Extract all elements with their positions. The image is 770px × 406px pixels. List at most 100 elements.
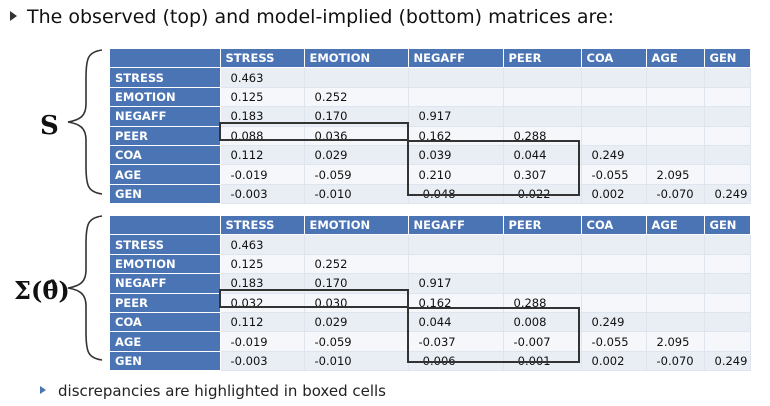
- matrix-cell: 0.162: [408, 126, 504, 146]
- matrix-cell: [304, 234, 409, 255]
- column-header: NEGAFF: [408, 216, 504, 236]
- row-header: STRESS: [110, 234, 221, 255]
- matrix-cell: [646, 234, 705, 255]
- matrix-cell: [581, 273, 647, 294]
- bullet-triangle-icon: [40, 385, 46, 394]
- matrix-cell: [581, 234, 647, 255]
- matrix-cell: -0.003: [220, 351, 305, 372]
- matrix-row: STRESS 0.463: [110, 67, 751, 88]
- matrix-cell: 0.002: [581, 184, 647, 205]
- matrix-cell: -0.059: [304, 164, 409, 185]
- matrix-cell: 0.112: [220, 145, 305, 166]
- matrix-cell: [581, 87, 647, 108]
- row-header: STRESS: [110, 67, 221, 88]
- matrix-cell: [646, 67, 705, 88]
- matrix-cell: 0.036: [304, 126, 409, 146]
- column-header: PEER: [503, 216, 582, 236]
- row-header: AGE: [110, 164, 221, 185]
- matrix-row: EMOTION 0.125 0.252: [110, 87, 751, 108]
- matrix-cell: 0.088: [220, 126, 305, 146]
- row-header: NEGAFF: [110, 273, 221, 294]
- matrix-cell: [704, 234, 751, 255]
- matrix-cell: [646, 106, 705, 127]
- matrix-cell: -0.019: [220, 331, 305, 352]
- matrix-cell: [646, 273, 705, 294]
- matrix-cell: -0.007: [503, 331, 582, 352]
- matrix-cell: [581, 126, 647, 146]
- matrix-cell: 0.183: [220, 106, 305, 127]
- matrix-cell: [704, 312, 751, 333]
- matrix-cell: [704, 87, 751, 108]
- column-header: AGE: [646, 49, 705, 69]
- matrix-cell: 0.170: [304, 273, 409, 294]
- row-header: COA: [110, 312, 221, 333]
- matrix-cell: 0.252: [304, 87, 409, 108]
- matrix-row: EMOTION 0.125 0.252: [110, 254, 751, 275]
- matrix-cell: [503, 67, 582, 88]
- matrix-cell: 0.249: [704, 184, 751, 205]
- matrix-cell: -0.070: [646, 351, 705, 372]
- matrix-cell: 0.125: [220, 254, 305, 275]
- matrix-cell: [646, 87, 705, 108]
- matrix-cell: -0.070: [646, 184, 705, 205]
- matrix-cell: 0.170: [304, 106, 409, 127]
- row-header: PEER: [110, 293, 221, 313]
- matrix-cell: -0.001: [503, 351, 582, 372]
- matrix-cell: 0.030: [304, 293, 409, 313]
- matrix-cell: 0.125: [220, 87, 305, 108]
- column-header: COA: [581, 49, 647, 69]
- matrix-cell: [704, 164, 751, 185]
- column-header: STRESS: [220, 49, 305, 69]
- matrix-row: COA 0.112 0.029 0.039 0.044 0.249: [110, 145, 751, 166]
- matrix-cell: -0.055: [581, 331, 647, 352]
- matrix-cell: 0.044: [503, 145, 582, 166]
- matrix-cell: [503, 254, 582, 275]
- matrix-cell: 0.112: [220, 312, 305, 333]
- matrix-cell: [581, 106, 647, 127]
- column-header: AGE: [646, 216, 705, 236]
- matrix-cell: 0.288: [503, 126, 582, 146]
- matrix-cell: [503, 234, 582, 255]
- matrix-cell: -0.019: [220, 164, 305, 185]
- matrix-cell: -0.003: [220, 184, 305, 205]
- row-header: EMOTION: [110, 87, 221, 108]
- matrix-cell: 0.249: [581, 145, 647, 166]
- column-header: EMOTION: [304, 49, 409, 69]
- matrix-row: GEN -0.003 -0.010 -0.006 -0.001 0.002 -0.070 0.…: [110, 351, 751, 372]
- matrix-cell: [646, 312, 705, 333]
- matrix-cell: 0.210: [408, 164, 504, 185]
- matrix-cell: [704, 293, 751, 313]
- matrix-cell: [304, 67, 409, 88]
- matrix-cell: -0.059: [304, 331, 409, 352]
- matrix-s-label: S: [40, 111, 59, 141]
- matrix-header-row: STRESS EMOTION NEGAFF PEER COA AGE GEN: [110, 216, 751, 236]
- matrix-cell: [646, 254, 705, 275]
- matrix-sigma-label: Σ(θ̂): [14, 276, 70, 305]
- matrix-cell: 0.032: [220, 293, 305, 313]
- matrix-cell: 0.307: [503, 164, 582, 185]
- heading-bullet: The observed (top) and model-implied (bo…: [10, 2, 614, 32]
- matrix-cell: [581, 67, 647, 88]
- row-header: AGE: [110, 331, 221, 352]
- matrix-cell: -0.010: [304, 184, 409, 205]
- matrix-row: PEER 0.088 0.036 0.162 0.288: [110, 126, 751, 146]
- column-header: NEGAFF: [408, 49, 504, 69]
- left-brace-icon: [67, 215, 103, 361]
- matrix-cell: [704, 126, 751, 146]
- matrix-cell: [581, 293, 647, 313]
- matrix-cell: 0.183: [220, 273, 305, 294]
- matrix-cell: 0.162: [408, 293, 504, 313]
- matrix-row: COA 0.112 0.029 0.044 0.008 0.249: [110, 312, 751, 333]
- matrix-cell: 0.917: [408, 106, 504, 127]
- matrix-cell: 0.029: [304, 145, 409, 166]
- row-header: EMOTION: [110, 254, 221, 275]
- matrix-cell: [408, 254, 504, 275]
- matrix-cell: 0.288: [503, 293, 582, 313]
- matrix-cell: 0.917: [408, 273, 504, 294]
- matrix-cell: [408, 67, 504, 88]
- matrix-row: AGE -0.019 -0.059 0.210 0.307 -0.055 2.095: [110, 164, 751, 185]
- matrix-corner-cell: [110, 49, 221, 69]
- row-header: GEN: [110, 351, 221, 372]
- matrix-cell: [704, 254, 751, 275]
- matrix-cell: [408, 234, 504, 255]
